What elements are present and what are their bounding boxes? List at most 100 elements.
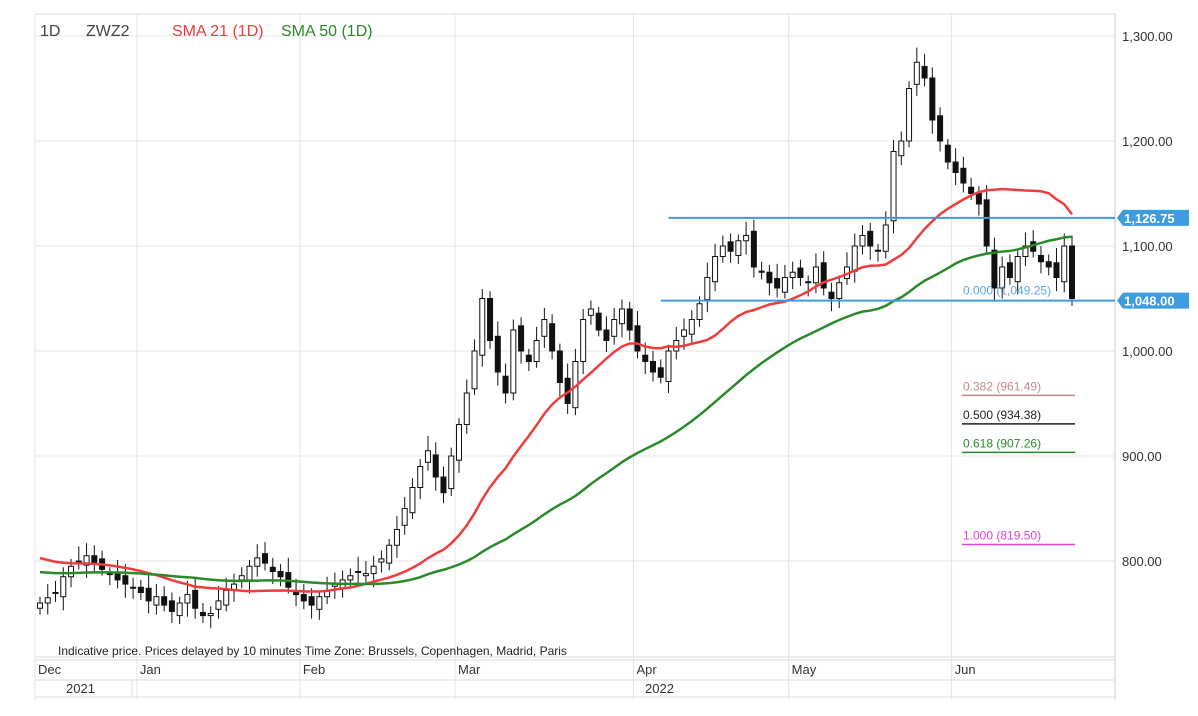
candle-up xyxy=(409,487,416,514)
candle-up xyxy=(355,571,362,573)
candle-down xyxy=(549,323,556,352)
candle-down xyxy=(657,367,664,378)
candle-up xyxy=(587,308,594,316)
candle-up xyxy=(386,544,393,564)
candle-up xyxy=(207,613,214,617)
candle-up xyxy=(254,557,261,567)
candle-down xyxy=(161,596,168,606)
candle-down xyxy=(145,587,152,602)
candle-up xyxy=(1022,245,1029,257)
candle-up xyxy=(681,329,688,337)
candle-up xyxy=(719,245,726,257)
candle-up xyxy=(743,235,750,242)
candle-up xyxy=(611,319,618,337)
candle-up xyxy=(906,88,913,142)
candle-down xyxy=(487,298,494,341)
candle-down xyxy=(277,571,284,578)
candle-up xyxy=(479,298,486,356)
candle-up xyxy=(60,576,67,598)
candle-down xyxy=(766,271,773,284)
candle-down xyxy=(758,270,765,273)
candle-up xyxy=(471,350,478,390)
candle-up xyxy=(393,529,400,546)
candle-up xyxy=(448,455,455,490)
candle-up xyxy=(696,303,703,320)
candle-down xyxy=(192,589,199,609)
candle-up xyxy=(153,596,160,606)
candle-down xyxy=(929,77,936,121)
candle-up xyxy=(463,392,470,425)
fib-label: 0.500 (934.38) xyxy=(963,408,1041,422)
candle-up xyxy=(68,565,75,578)
candle-down xyxy=(642,354,649,363)
candle-down xyxy=(937,115,944,142)
month-label: Jan xyxy=(140,662,161,677)
candle-down xyxy=(91,555,98,564)
candle-down xyxy=(199,611,206,617)
candle-up xyxy=(44,597,51,604)
month-label: Mar xyxy=(458,662,481,677)
candle-down xyxy=(634,325,641,352)
sma50-legend: SMA 50 (1D) xyxy=(281,23,373,40)
candle-up xyxy=(836,282,843,299)
sma21-legend: SMA 21 (1D) xyxy=(172,23,264,40)
fib-label: 0.382 (961.49) xyxy=(963,379,1041,393)
candle-up xyxy=(781,277,788,293)
candle-up xyxy=(75,560,82,563)
candle-down xyxy=(269,566,276,572)
candle-down xyxy=(805,281,812,284)
candle-down xyxy=(137,586,144,593)
candle-down xyxy=(875,249,882,252)
candle-up xyxy=(223,589,230,606)
candle-up xyxy=(215,600,222,610)
month-label: Apr xyxy=(636,662,657,677)
candle-down xyxy=(797,267,804,278)
candle-down xyxy=(828,291,835,300)
candle-up xyxy=(37,602,43,609)
symbol-label: ZWZ2 xyxy=(86,23,130,40)
candle-down xyxy=(308,596,315,606)
candle-up xyxy=(378,558,385,563)
candle-up xyxy=(370,565,377,575)
price-line-tag xyxy=(1117,209,1189,226)
candle-down xyxy=(502,375,509,394)
candle-down xyxy=(525,354,532,363)
candle-up xyxy=(533,340,540,362)
price-line-label: 1,048.00 xyxy=(1124,294,1175,309)
candle-up xyxy=(618,308,625,325)
candle-up xyxy=(999,266,1006,289)
candle-down xyxy=(774,278,781,289)
candle-down xyxy=(1037,254,1044,263)
candle-up xyxy=(882,224,889,252)
candle-down xyxy=(968,186,975,194)
candle-down xyxy=(921,65,928,79)
year-label: 2022 xyxy=(645,681,674,696)
candle-down xyxy=(595,312,602,331)
candle-down xyxy=(649,361,656,373)
candle-up xyxy=(424,450,431,463)
candle-down xyxy=(727,241,734,252)
candle-up xyxy=(851,245,858,272)
candle-down xyxy=(1006,262,1013,278)
y-tick-label: 1,000.00 xyxy=(1122,344,1173,359)
candle-down xyxy=(440,476,447,494)
candle-down xyxy=(626,308,633,331)
candle-up xyxy=(665,350,672,382)
candle-up xyxy=(316,596,323,610)
candle-up xyxy=(456,424,463,461)
year-label: 2021 xyxy=(66,681,95,696)
candle-up xyxy=(789,271,796,278)
candle-up xyxy=(52,592,59,595)
y-tick-label: 800.00 xyxy=(1122,554,1162,569)
candle-down xyxy=(952,161,959,173)
candle-down xyxy=(1069,245,1075,299)
y-tick-label: 1,200.00 xyxy=(1122,134,1173,149)
sma50-line xyxy=(39,235,1073,586)
candle-up xyxy=(401,508,408,526)
candle-up xyxy=(688,319,695,335)
candle-up xyxy=(898,140,905,157)
price-line-tag xyxy=(1117,292,1189,309)
candle-down xyxy=(556,350,563,383)
